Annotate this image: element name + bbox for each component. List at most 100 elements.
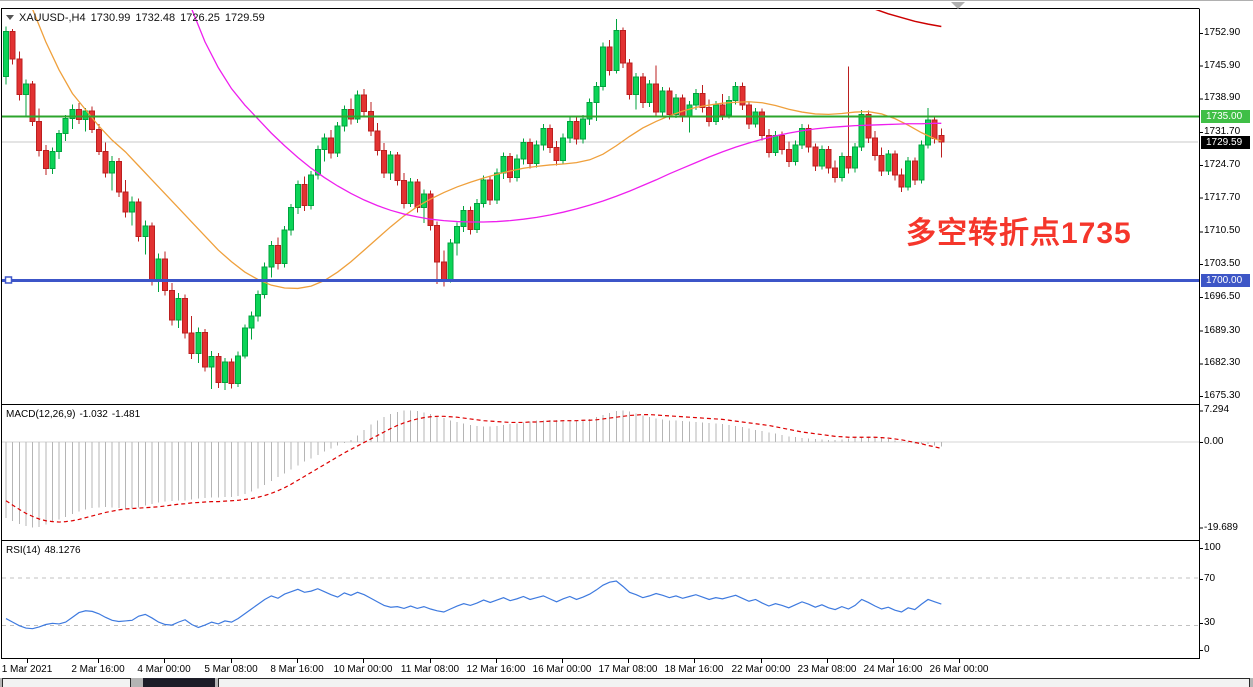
- chart-shift-marker-icon[interactable]: [951, 2, 965, 9]
- bull-candle: [314, 148, 321, 176]
- rsi-axis-label: 70: [1204, 573, 1216, 584]
- bear-candle: [148, 225, 155, 281]
- bull-candle: [712, 104, 719, 122]
- bear-candle: [825, 148, 832, 169]
- bear-candle: [401, 179, 408, 204]
- bull-candle: [533, 144, 540, 165]
- bear-candle: [228, 361, 235, 384]
- rsi-axis-label: 0: [1204, 644, 1210, 655]
- rsi-axis-label: 100: [1204, 542, 1221, 553]
- bull-candle: [235, 355, 242, 384]
- price-axis-label: 1696.50: [1204, 290, 1241, 302]
- time-axis-label: 8 Mar 16:00: [270, 664, 324, 675]
- bear-candle: [812, 146, 819, 167]
- time-axis-label: 11 Mar 08:00: [400, 664, 460, 675]
- bear-candle: [168, 289, 175, 321]
- bull-candle: [334, 125, 341, 154]
- bear-candle: [666, 90, 673, 115]
- bull-candle: [799, 127, 806, 146]
- symbol-timeframe-label: XAUUSD-,H4: [19, 12, 86, 24]
- bear-candle: [122, 191, 129, 213]
- bear-candle: [878, 155, 885, 172]
- bear-candle: [699, 92, 706, 108]
- bear-candle: [115, 161, 122, 193]
- bear-candle: [719, 104, 726, 116]
- bull-candle: [49, 150, 56, 170]
- bear-candle: [639, 76, 646, 104]
- bull-candle: [633, 76, 640, 95]
- bull-candle: [56, 133, 63, 152]
- bull-candle: [586, 102, 593, 120]
- close-value: 1729.59: [224, 12, 265, 24]
- bull-candle: [221, 361, 228, 383]
- bull-candle: [593, 85, 600, 104]
- bear-candle: [546, 127, 553, 149]
- bull-candle: [354, 94, 361, 120]
- bear-candle: [871, 137, 878, 157]
- bull-candle: [600, 46, 607, 87]
- bear-candle: [16, 58, 23, 95]
- bear-candle: [619, 30, 626, 64]
- bull-candle: [195, 331, 202, 354]
- bear-candle: [759, 111, 766, 136]
- bull-candle: [646, 83, 653, 104]
- ma-slow-line: [191, 10, 942, 223]
- time-axis-label: 24 Mar 16:00: [863, 664, 923, 675]
- bear-candle: [135, 201, 142, 238]
- bull-candle: [308, 174, 315, 207]
- bear-candle: [9, 31, 16, 60]
- chart-ohlc-title: XAUUSD-,H4 1730.99 1732.48 1726.25 1729.59: [6, 12, 270, 24]
- taskbar-segment-1[interactable]: [143, 678, 215, 687]
- bear-candle: [215, 355, 222, 383]
- bear-candle: [162, 258, 169, 291]
- bear-candle: [739, 85, 746, 106]
- bear-candle: [553, 147, 560, 161]
- bear-candle: [785, 148, 792, 163]
- taskbar-segment-2[interactable]: [218, 678, 1250, 687]
- time-axis-label: 18 Mar 16:00: [664, 664, 724, 675]
- price-badge-1700.00: 1700.00: [1201, 273, 1250, 287]
- bear-candle: [347, 109, 354, 120]
- macd-name: MACD(12,26,9): [6, 409, 76, 420]
- bull-candle: [255, 294, 262, 317]
- hline-drag-handle[interactable]: [4, 276, 13, 284]
- bull-candle: [818, 148, 825, 167]
- symbol-dropdown-icon[interactable]: [6, 15, 14, 20]
- bull-candle: [480, 179, 487, 204]
- macd-main-value: -1.032: [79, 409, 108, 420]
- bull-candle: [885, 153, 892, 172]
- bear-candle: [75, 108, 82, 121]
- ma-fast-line: [32, 10, 942, 290]
- bull-candle: [513, 158, 520, 179]
- bear-candle: [427, 193, 434, 226]
- bear-candle: [394, 154, 401, 181]
- taskbar-segment-0[interactable]: [2, 678, 131, 687]
- bull-candle: [925, 119, 932, 146]
- bull-candle: [520, 141, 527, 160]
- bear-candle: [573, 120, 580, 140]
- bear-candle: [765, 134, 772, 153]
- bull-candle: [420, 193, 427, 209]
- bear-candle: [434, 224, 441, 263]
- bull-candle: [142, 225, 149, 238]
- macd-axis-label: -19.689: [1204, 521, 1238, 533]
- bull-candle: [62, 118, 69, 135]
- open-value: 1730.99: [90, 12, 131, 24]
- bull-candle: [732, 85, 739, 101]
- rsi-indicator-label: RSI(14) 48.1276: [6, 545, 85, 556]
- price-axis-label: 1717.70: [1204, 191, 1241, 203]
- bear-candle: [805, 127, 812, 148]
- price-axis-label: 1689.30: [1204, 324, 1241, 336]
- window-frame-top: [0, 0, 1253, 1]
- bull-candle: [692, 92, 699, 106]
- bull-candle: [268, 244, 275, 268]
- bear-candle: [911, 160, 918, 181]
- bear-candle: [42, 149, 49, 170]
- bull-candle: [659, 90, 666, 113]
- bull-candle: [82, 110, 89, 121]
- bear-candle: [374, 130, 381, 151]
- price-axis-label: 1745.90: [1204, 59, 1241, 71]
- macd-indicator-label: MACD(12,26,9) -1.032 -1.481: [6, 409, 144, 420]
